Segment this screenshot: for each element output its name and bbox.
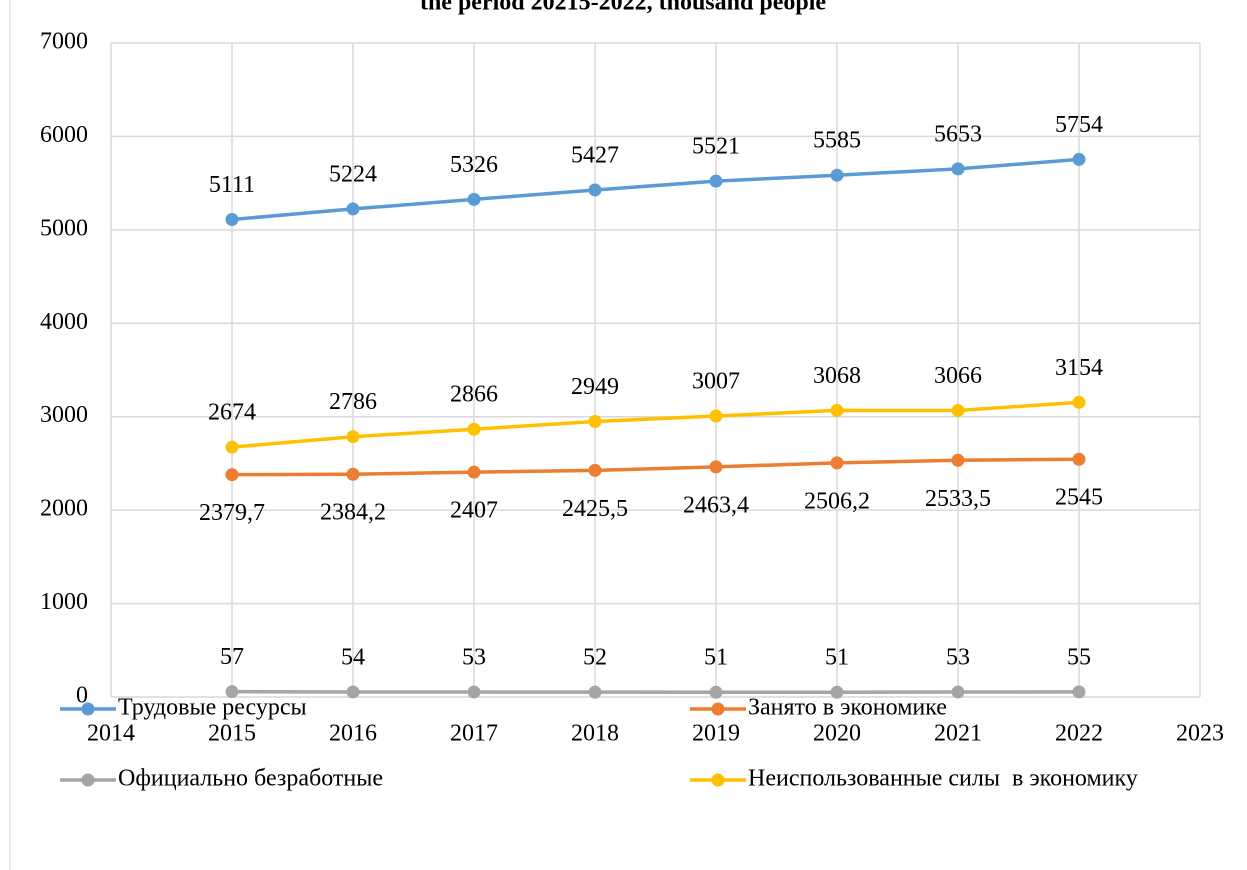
data-label: 2463,4 [683,492,749,518]
data-point [830,168,844,182]
data-point [830,456,844,470]
data-point [225,685,239,699]
data-label: 5521 [692,134,740,160]
y-tick-label: 1000 [40,589,88,615]
data-label: 52 [583,645,607,671]
data-point [467,465,481,479]
data-label: 2407 [450,498,498,524]
data-label: 5326 [450,152,498,178]
data-label: 53 [946,645,970,671]
data-point [1072,685,1086,699]
data-label: 51 [825,645,849,671]
legend-marker [81,702,95,716]
x-tick-label: 2018 [571,721,619,747]
data-label: 5111 [209,172,255,198]
x-tick-label: 2016 [329,721,377,747]
chart-title: the period 20215-2022, thousand people [420,0,826,16]
data-point [467,685,481,699]
data-point [467,422,481,436]
data-point [709,174,723,188]
y-tick-label: 4000 [40,309,88,335]
x-tick-label: 2015 [208,721,256,747]
x-tick-label: 2019 [692,721,740,747]
data-label: 53 [462,645,486,671]
data-label: 57 [220,644,244,670]
data-label: 2425,5 [562,496,628,522]
data-label: 5427 [571,142,619,168]
legend-marker [81,773,95,787]
data-label: 3007 [692,369,740,395]
data-label: 3154 [1055,355,1103,381]
series-line [231,157,1080,222]
data-point [467,192,481,206]
data-label: 54 [341,644,365,670]
y-tick-label: 7000 [40,29,88,55]
data-label: 5585 [813,128,861,154]
data-label: 2545 [1055,485,1103,511]
data-label: 2866 [450,382,498,408]
legend-label: Занято в экономике [748,695,947,721]
data-label: 2379,7 [199,500,265,526]
data-point [951,685,965,699]
x-tick-label: 2017 [450,721,498,747]
data-point [225,440,239,454]
data-label: 5754 [1055,112,1103,138]
legend-label: Неиспользованные силы в экономику [748,766,1138,792]
data-label: 2786 [329,389,377,415]
data-label: 5224 [329,161,377,187]
data-label: 5653 [934,121,982,147]
y-tick-label: 6000 [40,122,88,148]
data-point [588,685,602,699]
data-label: 2949 [571,374,619,400]
data-label: 2674 [208,400,256,426]
data-point [830,403,844,417]
data-point [588,414,602,428]
series-line [231,689,1080,694]
data-point [588,183,602,197]
data-point [951,453,965,467]
data-point [951,162,965,176]
legend-label: Трудовые ресурсы [118,695,307,721]
legend-label: Официально безработные [118,766,383,792]
data-point [1072,152,1086,166]
x-tick-label: 2020 [813,721,861,747]
y-tick-label: 3000 [40,402,88,428]
data-label: 51 [704,645,728,671]
legend-marker [711,702,725,716]
data-point [225,468,239,482]
x-tick-label: 2021 [934,721,982,747]
data-label: 3068 [813,363,861,389]
data-label: 55 [1067,644,1091,670]
data-point [346,430,360,444]
series-line [231,400,1080,449]
x-tick-label: 2022 [1055,721,1103,747]
y-tick-label: 5000 [40,215,88,241]
y-tick-label: 2000 [40,496,88,522]
data-point [588,463,602,477]
data-point [709,685,723,699]
x-tick-label: 2014 [87,721,135,747]
data-point [346,467,360,481]
data-point [346,685,360,699]
data-label: 3066 [934,363,982,389]
data-point [1072,452,1086,466]
data-point [951,404,965,418]
data-label: 2533,5 [925,486,991,512]
data-point [346,202,360,216]
data-point [1072,395,1086,409]
data-label: 2506,2 [804,488,870,514]
data-label: 2384,2 [320,500,386,526]
data-point [709,409,723,423]
data-point [225,212,239,226]
legend-marker [711,773,725,787]
x-tick-label: 2023 [1176,721,1224,747]
series-line [231,457,1080,477]
data-point [709,460,723,474]
data-point [830,685,844,699]
y-tick-label: 0 [76,683,88,709]
